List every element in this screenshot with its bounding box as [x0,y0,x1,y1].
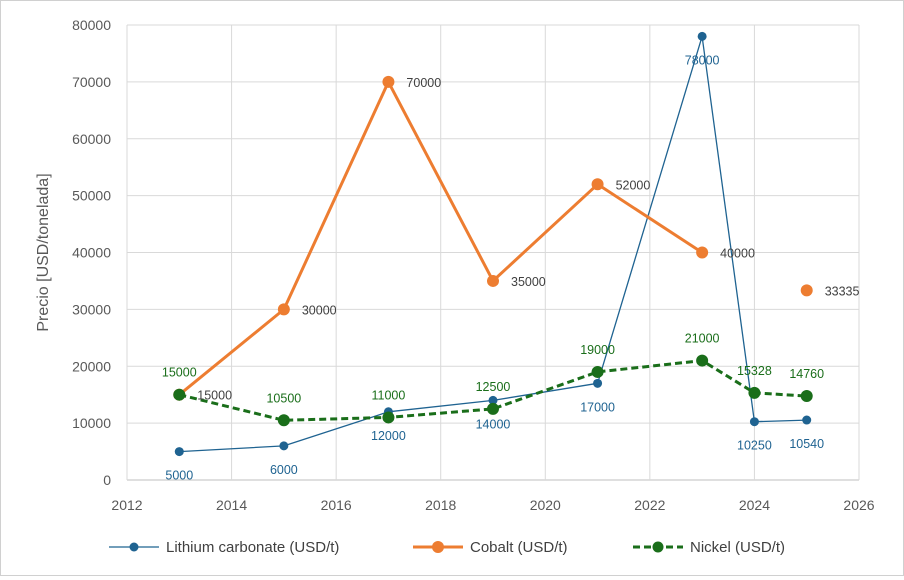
data-label: 14760 [789,367,824,381]
series-line [178,359,807,422]
data-label: 12500 [476,380,511,394]
data-label: 35000 [511,275,546,289]
data-point [697,31,707,41]
data-label: 30000 [302,303,337,317]
data-label: 17000 [580,400,615,414]
data-label: 5000 [165,469,193,483]
x-tick-label: 2024 [739,497,770,513]
y-tick-label: 10000 [72,415,111,431]
y-tick-label: 60000 [72,131,111,147]
data-label: 33335 [825,284,860,298]
x-tick-label: 2014 [216,497,247,513]
x-tick-label: 2022 [634,497,665,513]
data-point-core [803,393,810,400]
data-point-core [699,357,706,364]
y-tick-label: 0 [103,472,111,488]
x-tick-label: 2016 [321,497,352,513]
data-point-core [490,405,496,412]
x-tick-label: 2012 [111,497,142,513]
data-point-core [280,417,287,424]
data-point-core [385,414,392,421]
data-label: 15000 [162,366,197,380]
data-point [277,303,290,316]
legend-marker [432,541,444,553]
legend: Lithium carbonate (USD/t) Cobalt (USD/t) N… [109,539,785,556]
series-line [178,80,703,396]
data-label: 10540 [789,437,824,451]
data-point [591,178,604,191]
data-labels: 5000 6000 12000 14000 17000 78000 10250 10540 15… [162,53,860,482]
data-point [802,415,812,425]
data-label: 21000 [685,332,720,346]
y-tick-label: 70000 [72,74,111,90]
x-tick-label: 2026 [843,497,874,513]
data-point [749,417,759,427]
data-label: 15000 [197,389,232,403]
series-line [179,35,807,453]
data-label: 11000 [372,388,406,402]
data-label: 40000 [720,247,755,261]
legend-label: Nickel (USD/t) [690,539,785,556]
data-point-core [751,389,758,396]
data-label: 70000 [406,76,441,90]
data-label: 15328 [737,364,772,378]
data-point-core [176,391,183,398]
data-point [382,75,395,88]
data-point [800,284,813,297]
data-point [593,378,603,388]
data-label: 6000 [270,463,298,477]
data-label: 10500 [266,391,301,405]
x-tick-label: 2018 [425,497,456,513]
y-tick-label: 40000 [72,245,111,261]
grid-lines [126,24,860,481]
data-point [488,395,498,405]
y-tick-label: 30000 [72,301,111,317]
data-label: 19000 [580,343,615,357]
data-point [174,447,184,457]
data-point-core [594,368,601,375]
data-label: 52000 [616,178,651,192]
y-tick-label: 50000 [72,188,111,204]
y-tick-label: 80000 [72,17,111,33]
series-lines [173,31,813,457]
legend-label: Lithium carbonate (USD/t) [166,539,339,556]
data-label: 12000 [371,429,406,443]
data-point [487,274,499,287]
data-point [696,246,709,259]
x-tick-label: 2020 [530,497,561,513]
data-label: 78000 [685,53,720,67]
data-label: 14000 [476,417,511,431]
legend-marker [129,542,139,552]
legend-marker [652,541,664,553]
y-tick-label: 20000 [72,358,111,374]
axis-ticks: 0 10000 20000 30000 40000 50000 60000 70000 8000… [72,17,875,513]
data-label: 10250 [737,439,772,453]
data-point [279,441,289,451]
legend-label: Cobalt (USD/t) [470,539,568,556]
y-axis-label: Precio [USD/tonelada] [35,173,52,331]
